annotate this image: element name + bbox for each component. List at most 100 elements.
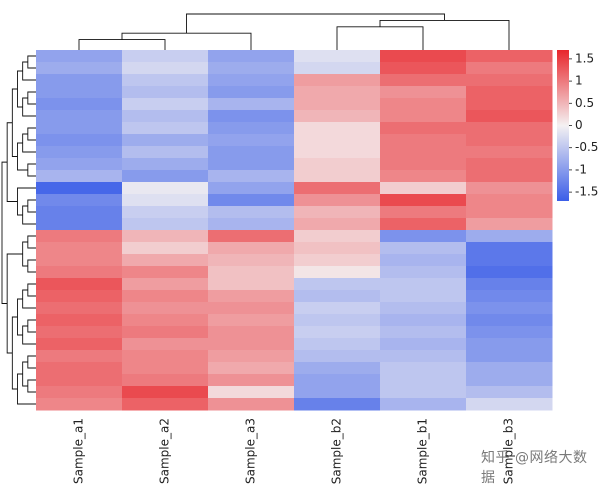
heatmap-cell bbox=[208, 158, 295, 171]
row-dendrogram-link bbox=[17, 187, 36, 216]
heatmap-cell bbox=[36, 50, 123, 63]
heatmap-cell bbox=[208, 62, 295, 75]
heatmap-cell bbox=[380, 338, 467, 351]
watermark: 知乎 @网络大数据 bbox=[481, 450, 588, 486]
heatmap-cell bbox=[380, 362, 467, 375]
heatmap-cell bbox=[294, 338, 381, 351]
heatmap-cell bbox=[294, 350, 381, 363]
heatmap-cell bbox=[294, 134, 381, 147]
colorbar-tick-label: 1.5 bbox=[575, 51, 594, 65]
row-dendrogram-link bbox=[27, 379, 36, 393]
heatmap-cell bbox=[36, 218, 123, 231]
heatmap-cell bbox=[466, 266, 553, 279]
row-dendrogram-link bbox=[6, 253, 23, 354]
heatmap-cell bbox=[36, 86, 123, 99]
x-tick-label: Sample_a1 bbox=[72, 418, 86, 484]
heatmap-cell bbox=[36, 362, 123, 375]
x-axis-labels: Sample_a1 Sample_a2 Sample_a3 Sample_b2 Samp… bbox=[72, 418, 516, 484]
heatmap-cell bbox=[36, 374, 123, 387]
colorbar-tick-label: -1.5 bbox=[575, 185, 598, 199]
heatmap-cell bbox=[380, 302, 467, 315]
heatmap-cell bbox=[36, 278, 123, 291]
heatmap-cell bbox=[380, 194, 467, 207]
row-dendrogram-link bbox=[27, 259, 36, 273]
row-dendrogram-link bbox=[27, 199, 36, 213]
heatmap-cell bbox=[122, 122, 209, 135]
heatmap-cell bbox=[294, 206, 381, 219]
colorbar: 1.5 1 0.5 0 -0.5 -1 -1.5 bbox=[557, 50, 598, 201]
heatmap-cell bbox=[208, 338, 295, 351]
heatmap-cell bbox=[36, 326, 123, 339]
row-dendrogram bbox=[1, 55, 36, 405]
heatmap-cell bbox=[466, 314, 553, 327]
heatmap-cell bbox=[466, 182, 553, 195]
heatmap-cell bbox=[208, 362, 295, 375]
heatmap-cell bbox=[36, 206, 123, 219]
heatmap-cell bbox=[466, 230, 553, 243]
heatmap-cell bbox=[294, 254, 381, 267]
x-tick-label: Sample_b3 bbox=[502, 418, 516, 484]
heatmap-cell bbox=[122, 302, 209, 315]
row-dendrogram-link bbox=[22, 361, 28, 387]
heatmap-cell bbox=[294, 362, 381, 375]
heatmap-cell bbox=[380, 122, 467, 135]
heatmap-cell bbox=[208, 110, 295, 123]
heatmap-cell bbox=[122, 314, 209, 327]
heatmap-cell bbox=[122, 50, 209, 63]
row-dendrogram-link bbox=[27, 319, 36, 333]
heatmap-cell bbox=[294, 278, 381, 291]
x-tick-label: Sample_b1 bbox=[416, 418, 430, 484]
heatmap-cell bbox=[294, 170, 381, 183]
heatmap-cell bbox=[466, 158, 553, 171]
heatmap-cell bbox=[380, 314, 467, 327]
heatmap-cell bbox=[466, 50, 553, 63]
heatmap-cell bbox=[294, 290, 381, 303]
heatmap-cell bbox=[122, 398, 209, 411]
heatmap-cell bbox=[36, 194, 123, 207]
heatmap-cell bbox=[122, 338, 209, 351]
heatmap-cell bbox=[36, 182, 123, 195]
heatmap-cell bbox=[380, 374, 467, 387]
colorbar-tick-label: 0.5 bbox=[575, 96, 594, 110]
heatmap-cell bbox=[208, 146, 295, 159]
colorbar-gradient bbox=[557, 50, 569, 201]
heatmap-cell bbox=[36, 62, 123, 75]
heatmap-cell bbox=[208, 350, 295, 363]
column-dendrogram-link bbox=[379, 19, 510, 50]
row-dendrogram-link bbox=[27, 91, 36, 105]
heatmap-cell bbox=[466, 362, 553, 375]
column-dendrogram-link bbox=[121, 32, 252, 50]
heatmap-cell bbox=[36, 146, 123, 159]
heatmap-cell bbox=[380, 326, 467, 339]
heatmap-cell bbox=[380, 350, 467, 363]
heatmap-cell bbox=[122, 62, 209, 75]
row-dendrogram-link bbox=[27, 163, 36, 177]
heatmap-cell bbox=[466, 74, 553, 87]
row-dendrogram-link bbox=[11, 316, 18, 390]
colorbar-tick-label: 1 bbox=[575, 74, 583, 88]
heatmap-cell bbox=[380, 254, 467, 267]
heatmap-cell bbox=[36, 98, 123, 111]
row-dendrogram-link bbox=[1, 161, 8, 304]
heatmap-cell bbox=[36, 386, 123, 399]
column-dendrogram bbox=[78, 13, 510, 50]
heatmap-cell bbox=[122, 386, 209, 399]
row-dendrogram-link bbox=[22, 325, 36, 345]
row-dendrogram-link bbox=[27, 127, 36, 141]
heatmap-cell bbox=[380, 278, 467, 291]
heatmap-cell bbox=[122, 86, 209, 99]
heatmap-cell bbox=[122, 278, 209, 291]
x-tick-label: Sample_a2 bbox=[158, 418, 172, 484]
heatmap-cell bbox=[122, 158, 209, 171]
heatmap-cell bbox=[208, 302, 295, 315]
row-dendrogram-link bbox=[27, 355, 36, 369]
heatmap-cell bbox=[294, 98, 381, 111]
heatmap-cell bbox=[36, 158, 123, 171]
heatmap-cell bbox=[294, 74, 381, 87]
heatmap-cell bbox=[466, 218, 553, 231]
heatmap-cell bbox=[122, 182, 209, 195]
heatmap-cell bbox=[466, 134, 553, 147]
heatmap-cell bbox=[122, 350, 209, 363]
heatmap-cell bbox=[208, 98, 295, 111]
